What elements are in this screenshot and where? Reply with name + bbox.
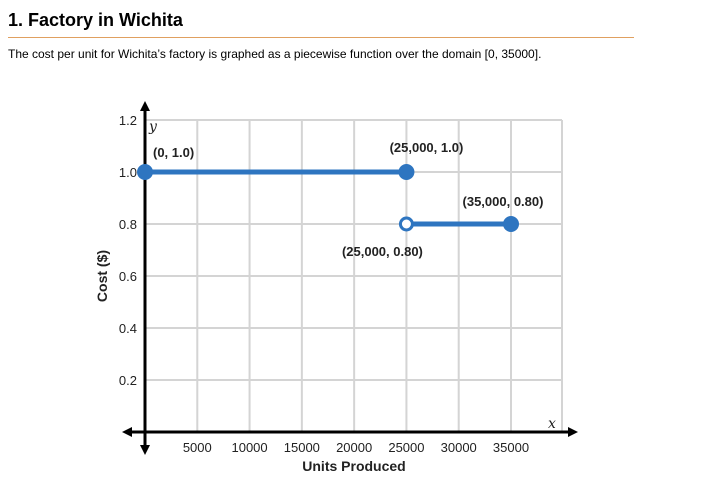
x-axis-title: Units Produced xyxy=(302,458,405,474)
y-axis-title: Cost ($) xyxy=(94,250,110,302)
y-variable-label: y xyxy=(148,119,158,135)
x-tick-label: 10000 xyxy=(231,440,267,455)
x-tick-label: 15000 xyxy=(284,440,320,455)
x-tick-label: 20000 xyxy=(336,440,372,455)
y-tick-label: 0.4 xyxy=(119,321,137,336)
y-tick-label: 1.0 xyxy=(119,165,137,180)
point-label: (0, 1.0) xyxy=(153,145,194,160)
closed-point-marker xyxy=(503,216,519,232)
x-axis-arrow-right xyxy=(568,427,578,437)
y-tick-label: 0.2 xyxy=(119,373,137,388)
problem-description: The cost per unit for Wichita’s factory … xyxy=(8,47,542,61)
y-axis-arrow-up xyxy=(140,101,150,111)
y-axis-arrow-down xyxy=(140,445,150,455)
y-tick-label: 0.6 xyxy=(119,269,137,284)
point-label: (25,000, 0.80) xyxy=(342,244,423,259)
closed-point-marker xyxy=(137,164,153,180)
open-point-marker xyxy=(398,216,414,232)
x-axis-arrow-left xyxy=(122,427,132,437)
y-tick-label: 1.2 xyxy=(119,113,137,128)
problem-title: 1. Factory in Wichita xyxy=(8,10,183,30)
point-label: (35,000, 0.80) xyxy=(463,194,544,209)
problem-heading: 1. Factory in Wichita xyxy=(8,10,634,38)
closed-point-marker xyxy=(398,164,415,180)
x-tick-label: 35000 xyxy=(493,440,529,455)
x-tick-label: 5000 xyxy=(183,440,212,455)
x-variable-label: x xyxy=(548,416,556,432)
x-tick-label: 30000 xyxy=(441,440,477,455)
x-tick-label: 25000 xyxy=(388,440,424,455)
y-tick-label: 0.8 xyxy=(119,217,137,232)
point-label: (25,000, 1.0) xyxy=(390,140,464,155)
